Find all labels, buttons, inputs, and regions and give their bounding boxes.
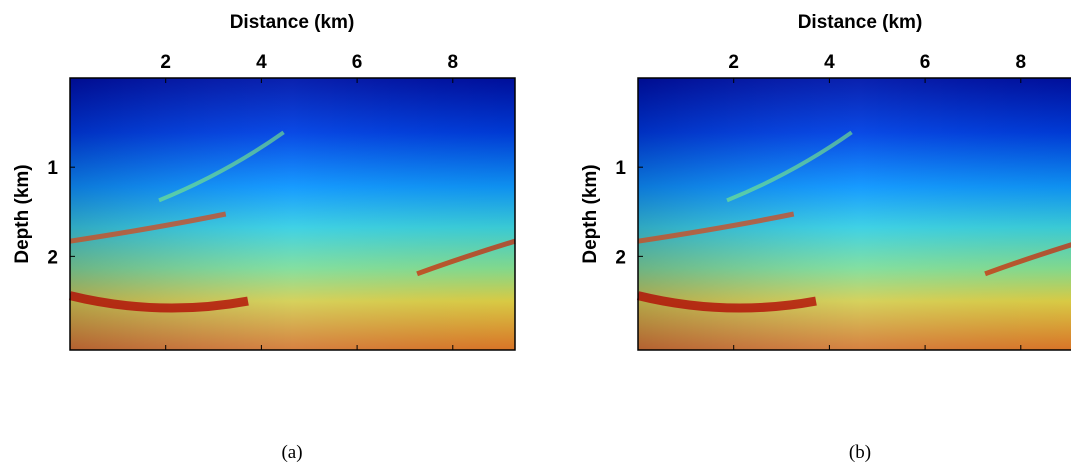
x-axis-title: Distance (km) [230,12,355,33]
x-tick-label: 6 [352,52,363,73]
axes-frame [69,77,516,351]
reflector [636,291,817,313]
x-axis-title: Distance (km) [798,12,923,33]
x-tick-label: 4 [256,52,267,73]
y-tick-label: 1 [47,158,58,179]
axes-frame [637,77,1071,351]
y-tick-label: 1 [615,158,626,179]
reflector [416,238,516,277]
reflector [158,130,285,203]
y-tick-label: 2 [47,247,58,268]
reflector [984,242,1071,277]
reflector [69,211,227,244]
reflector [68,291,249,313]
y-tick-label: 2 [615,247,626,268]
x-tick-label: 6 [920,52,931,73]
caption: (b) [849,442,871,463]
reflector [637,211,795,244]
x-tick-label: 4 [824,52,835,73]
reflector [726,130,853,203]
x-tick-label: 2 [160,52,171,73]
x-tick-label: 2 [728,52,739,73]
caption: (a) [281,442,302,463]
x-tick-label: 8 [1016,52,1027,73]
y-axis-title: Depth (km) [580,164,601,263]
y-axis-title: Depth (km) [12,164,33,263]
x-tick-label: 8 [448,52,459,73]
